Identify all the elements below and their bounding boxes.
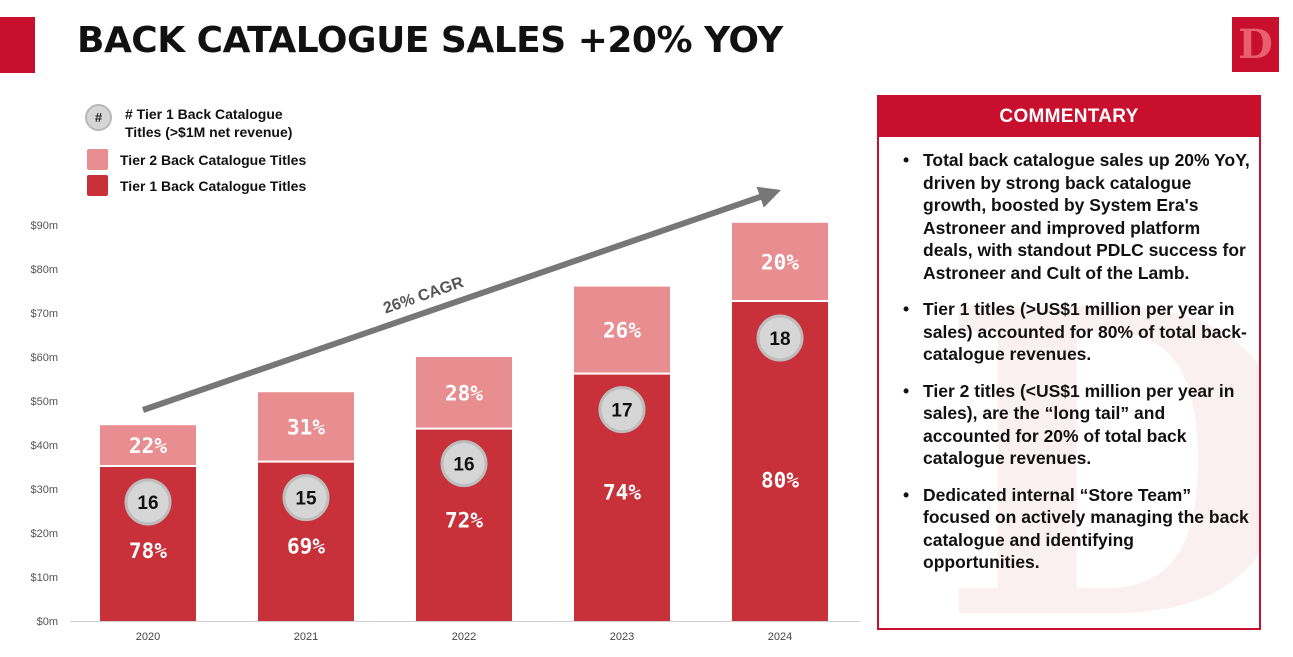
tier1-count-badge (598, 386, 646, 434)
commentary-bullet: Tier 2 titles (<US$1 million per year in… (903, 380, 1253, 470)
data-label-tier1: 72% (445, 509, 483, 533)
legend-tier1-label: Tier 1 Back Catalogue Titles (120, 178, 307, 194)
cagr-arrow-line (142, 193, 764, 413)
data-label-tier2: 31% (287, 415, 325, 439)
tier1-count-badge (440, 440, 488, 488)
y-tick-label: $80m (30, 264, 58, 276)
x-tick-label: 2023 (610, 631, 634, 643)
data-label-tier1: 69% (287, 535, 325, 559)
x-tick-label: 2024 (768, 631, 792, 643)
bar-tier2 (258, 392, 354, 461)
y-tick-label: $70m (30, 308, 58, 320)
bar-tier2 (732, 222, 828, 300)
data-label-tier1: 78% (129, 539, 167, 563)
legend-circle-label-line1: # Tier 1 Back Catalogue (125, 106, 283, 122)
tier1-count-label: 15 (295, 489, 317, 510)
tier1-count-label: 17 (611, 401, 632, 422)
data-label-tier2: 26% (603, 319, 641, 343)
legend-circle-icon: # (85, 104, 112, 131)
company-logo: D (1232, 17, 1279, 72)
legend-tier2-swatch (87, 149, 108, 170)
logo-letter: D (1238, 20, 1273, 68)
tier1-count-badge (282, 474, 330, 522)
bar-tier2 (100, 425, 196, 465)
tier1-count-badge (756, 314, 804, 362)
cagr-arrow-head (756, 186, 781, 208)
legend-tier1-swatch (87, 175, 108, 196)
commentary-bullet: Tier 1 titles (>US$1 million per year in… (903, 298, 1253, 366)
page-title: BACK CATALOGUE SALES +20% YOY (77, 20, 783, 61)
tier1-count-label: 16 (137, 493, 158, 514)
x-tick-label: 2021 (294, 631, 318, 643)
data-label-tier1: 74% (603, 481, 641, 505)
bar-tier2 (574, 286, 670, 373)
bar-tier2 (416, 357, 512, 428)
y-tick-label: $0m (37, 616, 58, 628)
tier1-count-label: 18 (769, 329, 790, 350)
stacked-bar-chart: $0m $10m $20m $30m $40m $50m $60m $70m $80m $90m 2… (30, 186, 860, 643)
legend-item-tier1-count: # # Tier 1 Back Catalogue Titles (>$1M n… (85, 104, 292, 141)
title-accent-bar (0, 17, 35, 73)
y-tick-label: $40m (30, 440, 58, 452)
y-tick-label: $10m (30, 572, 58, 584)
commentary-bullet: Dedicated internal “Store Team” focused … (903, 484, 1253, 574)
x-tick-label: 2020 (136, 631, 160, 643)
y-tick-label: $50m (30, 396, 58, 408)
x-tick-label: 2022 (452, 631, 476, 643)
commentary-list: Total back catalogue sales up 20% YoY, d… (903, 149, 1253, 588)
y-tick-label: $60m (30, 352, 58, 364)
data-label-tier1: 80% (761, 469, 799, 493)
legend-tier2-label: Tier 2 Back Catalogue Titles (120, 152, 307, 168)
legend-item-tier1: Tier 1 Back Catalogue Titles (87, 175, 306, 196)
tier1-count-label: 16 (453, 455, 474, 476)
legend-circle-label-line2: Titles (>$1M net revenue) (125, 124, 293, 140)
y-tick-label: $20m (30, 528, 58, 540)
commentary-bullet: Total back catalogue sales up 20% YoY, d… (903, 149, 1253, 284)
legend-item-tier2: Tier 2 Back Catalogue Titles (87, 149, 306, 170)
commentary-heading: COMMENTARY (879, 97, 1259, 137)
data-label-tier2: 22% (129, 434, 167, 458)
y-tick-label: $30m (30, 484, 58, 496)
y-tick-label: $90m (30, 220, 58, 232)
commentary-panel: COMMENTARY D Total back catalogue sales … (877, 95, 1261, 630)
tier1-count-badge (124, 478, 172, 526)
data-label-tier2: 20% (761, 250, 799, 274)
data-label-tier2: 28% (445, 381, 483, 405)
